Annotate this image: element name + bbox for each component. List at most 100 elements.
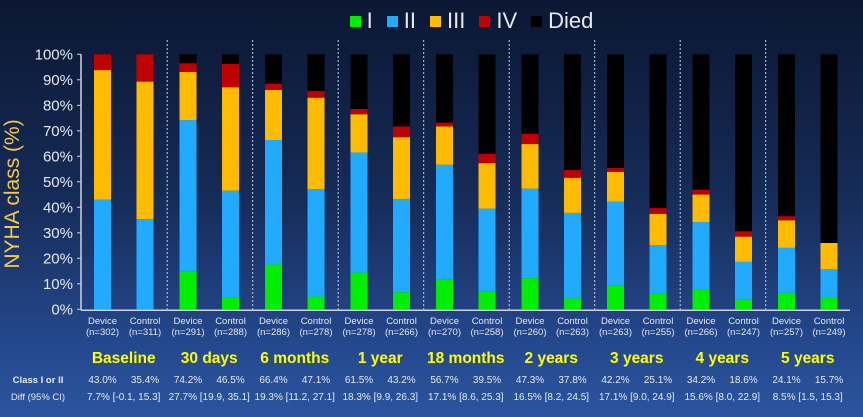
bar-category-label: Control	[728, 316, 759, 327]
legend-label: I	[366, 8, 373, 33]
legend-item-died: Died	[531, 8, 593, 34]
y-tick-label: 30%	[43, 225, 73, 242]
bar-segment-iii	[393, 137, 410, 200]
row-label-diff: Diff (95% CI)	[11, 392, 65, 403]
bar-segment-i	[778, 292, 795, 310]
bar-category-label: Device	[601, 316, 630, 327]
legend-swatch	[479, 15, 491, 27]
bar-segment-i	[350, 272, 368, 310]
bar-segment-ii	[692, 222, 710, 290]
bar-n-label: (n=278)	[342, 327, 375, 338]
bar-n-label: (n=266)	[385, 327, 418, 338]
bar-segment-iv	[478, 153, 496, 164]
bar-segment-iv	[222, 63, 239, 88]
bar-segment-i	[265, 264, 282, 310]
bar-segment-iii	[136, 81, 154, 220]
bar-segment-iii	[820, 243, 838, 270]
bar-segment-iv	[607, 168, 624, 172]
bar-n-label: (n=258)	[470, 327, 503, 338]
bar-segment-iii	[179, 71, 197, 121]
y-tick-label: 20%	[43, 250, 73, 267]
bar-category-label: Control	[814, 316, 845, 327]
bar-segment-iv	[179, 63, 197, 72]
group-label: 4 years	[696, 350, 749, 367]
group-label: 5 years	[781, 350, 834, 367]
bar-segment-ii	[136, 219, 154, 310]
bar-segment-iv	[350, 108, 368, 115]
bar-segment-iii	[735, 236, 752, 262]
bar-segment-ii	[179, 120, 197, 272]
class-i-ii-control: 46.5%	[216, 375, 244, 386]
bar-segment-died	[478, 54, 496, 154]
bar-segment-iv	[136, 54, 154, 82]
bar-segment-i	[478, 291, 496, 310]
bar-segment-ii	[307, 189, 325, 297]
bar-segment-iii	[649, 213, 667, 246]
bar-segment-iii	[436, 126, 453, 165]
bar-segment-died	[735, 54, 752, 232]
bar-segment-died	[393, 54, 410, 127]
legend-item-ii: II	[386, 8, 416, 34]
row-label-class: Class I or II	[13, 375, 64, 386]
legend-swatch	[531, 15, 543, 27]
bar-segment-iii	[94, 70, 111, 200]
class-i-ii-control: 39.5%	[473, 375, 501, 386]
bar-segment-i	[607, 285, 624, 310]
bar-n-label: (n=249)	[812, 327, 845, 338]
class-i-ii-device: 66.4%	[259, 375, 287, 386]
bar-segment-died	[564, 54, 581, 171]
bar-n-label: (n=247)	[727, 327, 760, 338]
bar-segment-iv	[307, 91, 325, 98]
y-tick-label: 90%	[43, 72, 73, 89]
bar-segment-ii	[649, 245, 667, 294]
group-label: 30 days	[181, 350, 238, 367]
class-i-ii-control: 15.7%	[815, 375, 843, 386]
bar-category-label: Control	[472, 316, 503, 327]
y-tick-label: 0%	[51, 301, 73, 318]
bar-segment-died	[778, 54, 795, 217]
bar-n-label: (n=263)	[556, 327, 589, 338]
y-tick-label: 10%	[43, 276, 73, 293]
bar-segment-iv	[735, 231, 752, 237]
legend-swatch	[349, 15, 361, 27]
legend-swatch	[386, 15, 398, 27]
bar-segment-ii	[778, 247, 795, 293]
bar-segment-died	[692, 54, 710, 190]
bar-segment-i	[692, 289, 710, 310]
bar-segment-died	[607, 54, 624, 169]
y-tick-label: 40%	[43, 199, 73, 216]
group-label: 6 months	[260, 350, 329, 367]
group-label: 2 years	[525, 350, 578, 367]
bar-segment-ii	[393, 199, 410, 293]
bar-segment-died	[307, 54, 325, 92]
bar-segment-died	[222, 54, 239, 64]
bar-category-label: Control	[557, 316, 588, 327]
bar-n-label: (n=266)	[684, 327, 717, 338]
bar-segment-ii	[350, 152, 368, 273]
bar-segment-iii	[607, 171, 624, 202]
bar-n-label: (n=311)	[129, 327, 161, 338]
bar-segment-iv	[521, 133, 539, 145]
bar-segment-i	[649, 293, 667, 310]
bar-segment-ii	[564, 212, 581, 299]
bar-segment-died	[179, 54, 197, 64]
bar-n-label: (n=288)	[214, 327, 247, 338]
class-i-ii-control: 37.8%	[558, 375, 586, 386]
bar-segment-iii	[265, 90, 282, 140]
bar-segment-iv	[649, 208, 667, 214]
class-i-ii-device: 47.3%	[516, 375, 544, 386]
bar-segment-iii	[307, 97, 325, 190]
diff-ci: 8.5% [1.5, 15.3]	[773, 392, 843, 403]
bar-category-label: Device	[430, 316, 459, 327]
bar-category-label: Control	[643, 316, 674, 327]
bar-segment-ii	[521, 188, 539, 279]
bar-segment-iii	[222, 87, 239, 191]
bar-segment-iii	[564, 177, 581, 213]
bar-segment-died	[265, 54, 282, 84]
bar-segment-i	[179, 271, 197, 310]
bar-segment-iv	[692, 189, 710, 195]
legend-label: III	[446, 8, 466, 33]
chart-legend: I II III IV Died	[0, 8, 863, 34]
class-i-ii-device: 56.7%	[430, 375, 458, 386]
